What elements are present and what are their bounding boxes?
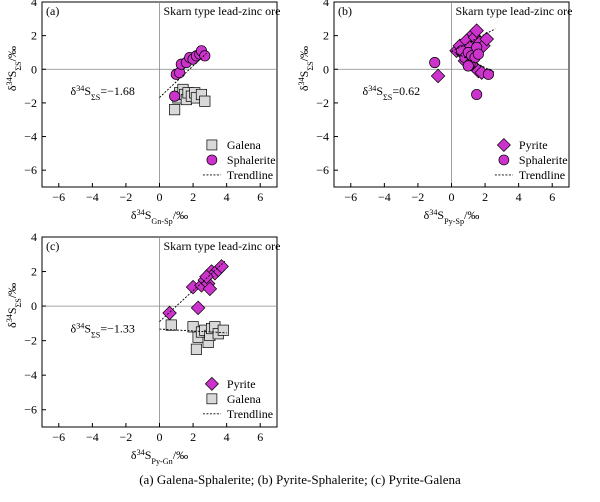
trendline: [159, 328, 227, 334]
x-tick-label: 0: [157, 190, 163, 204]
y-tick-label: 4: [323, 0, 329, 9]
chart-panel-2: −6 −4 −2 0 2 4 6 4 2 0 −2 −4 −6 (b) Skarn type lead-zi…: [297, 0, 573, 226]
y-tick-label: −2: [24, 96, 37, 110]
data-point-sphalerite: [429, 56, 441, 69]
x-tick-label: 2: [190, 430, 196, 444]
x-tick-label: −4: [86, 190, 99, 204]
x-tick-label: 4: [224, 190, 230, 204]
sigma-s-annotation: δ34SΣS=0.62: [363, 84, 421, 102]
legend-swatch-galena: [206, 393, 218, 405]
x-tick-label: 6: [257, 430, 263, 444]
y-axis-label: δ34SΣS/‰: [5, 46, 23, 91]
x-tick-label: −4: [378, 190, 391, 204]
data-point-sphalerite: [169, 90, 181, 102]
legend-label-pyrite: Pyrite: [519, 138, 548, 152]
y-tick-label: 0: [31, 299, 37, 313]
x-tick-label: 2: [482, 190, 488, 204]
legend-swatch-pyrite: [496, 137, 511, 152]
x-tick-label: 0: [449, 190, 455, 204]
x-tick-label: 6: [549, 190, 555, 204]
chart-panel-1: −6 −4 −2 0 2 4 6 4 2 0 −2 −4 −6 (a) Skarn type lead-zi…: [5, 0, 281, 226]
x-tick-label: −4: [86, 430, 99, 444]
x-tick-label: 6: [257, 190, 263, 204]
trendline: [451, 28, 496, 53]
y-axis-label: δ34SΣS/‰: [297, 46, 315, 91]
legend-label-trendline: Trendline: [227, 407, 273, 421]
y-tick-label: 2: [31, 29, 37, 43]
chart-title: Skarn type lead-zinc ore: [164, 4, 281, 18]
data-point-galena: [217, 324, 229, 336]
y-axis-label: δ34SΣS/‰: [5, 283, 23, 328]
y-tick-label: 0: [31, 62, 37, 76]
data-point-sphalerite: [482, 68, 494, 80]
x-tick-label: 2: [190, 190, 196, 204]
legend-swatch-galena: [206, 139, 218, 151]
sigma-s-annotation: δ34SΣS=−1.68: [71, 84, 135, 102]
data-point-pyrite: [479, 31, 495, 47]
y-tick-label: −4: [316, 130, 329, 144]
chart-title: Skarn type lead-zinc ore: [164, 239, 281, 253]
y-tick-label: −4: [24, 130, 37, 144]
data-point-pyrite: [199, 269, 214, 284]
legend-label-galena: Galena: [227, 392, 262, 406]
sigma-s-annotation: δ34SΣS=−1.33: [71, 321, 135, 339]
legend-label-galena: Galena: [227, 138, 262, 152]
panel-label: (b): [338, 4, 352, 18]
x-tick-label: −6: [344, 190, 357, 204]
data-point-pyrite: [190, 300, 206, 316]
data-point-pyrite: [214, 259, 229, 274]
x-tick-label: −2: [120, 430, 133, 444]
x-tick-label: −6: [52, 430, 65, 444]
y-tick-label: 4: [31, 230, 37, 244]
chart-title: Skarn type lead-zinc ore: [456, 4, 573, 18]
trendline: [451, 50, 496, 74]
x-tick-label: −6: [52, 190, 65, 204]
y-tick-label: 4: [31, 0, 37, 9]
data-point-pyrite: [162, 305, 177, 321]
trendline: [159, 260, 226, 322]
trendline: [159, 52, 207, 98]
figure-caption: (a) Galena-Sphalerite; (b) Pyrite-Sphale…: [139, 472, 461, 487]
legend-swatch-sphalerite: [498, 154, 510, 166]
data-point-galena: [165, 319, 177, 331]
x-tick-label: −2: [412, 190, 425, 204]
x-tick-label: 0: [157, 430, 163, 444]
data-point-sphalerite: [472, 48, 484, 60]
y-tick-label: −6: [24, 163, 37, 177]
legend-label-pyrite: Pyrite: [227, 377, 256, 391]
x-tick-label: 4: [224, 430, 230, 444]
y-tick-label: 2: [31, 265, 37, 279]
x-tick-label: 4: [516, 190, 522, 204]
x-axis-label: δ34SPy-Sp/‰: [424, 208, 480, 226]
legend-label-trendline: Trendline: [519, 168, 565, 182]
data-point-pyrite: [202, 281, 218, 297]
data-point-pyrite: [469, 23, 484, 38]
x-axis-label: δ34SPy-Gn/‰: [131, 448, 188, 466]
data-point-galena: [199, 95, 211, 107]
y-tick-label: −2: [316, 96, 329, 110]
chart-panel-3: −6 −4 −2 0 2 4 6 4 2 0 −2 −4 −6 (c) Skarn type lead-zi…: [5, 230, 281, 466]
data-point-pyrite: [430, 68, 446, 84]
y-tick-label: 2: [323, 29, 329, 43]
data-point-sphalerite: [199, 50, 211, 62]
y-tick-label: −2: [24, 334, 37, 348]
y-tick-label: 0: [323, 62, 329, 76]
legend-swatch-pyrite: [204, 376, 219, 391]
data-point-sphalerite: [462, 60, 474, 72]
legend-label-sphalerite: Sphalerite: [227, 153, 276, 167]
panel-label: (a): [46, 4, 59, 18]
data-point-sphalerite: [471, 88, 483, 101]
legend-label-sphalerite: Sphalerite: [519, 153, 568, 167]
legend-swatch-sphalerite: [206, 154, 218, 166]
data-point-galena: [190, 343, 202, 355]
legend-label-trendline: Trendline: [227, 168, 273, 182]
y-tick-label: −6: [316, 163, 329, 177]
x-tick-label: −2: [120, 190, 133, 204]
panel-label: (c): [46, 239, 59, 253]
data-point-galena: [169, 104, 181, 116]
x-axis-label: δ34SGn-Sp/‰: [131, 208, 188, 226]
y-tick-label: −6: [24, 403, 37, 417]
y-tick-label: −4: [24, 368, 37, 382]
